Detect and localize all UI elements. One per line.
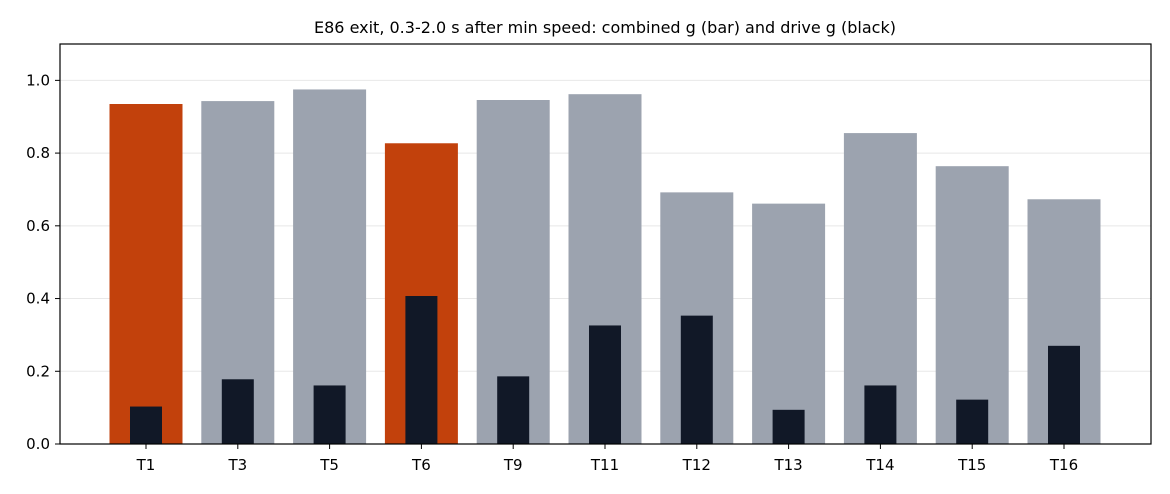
- combined-bar-t13: [752, 203, 826, 444]
- y-tick-label: 0.8: [26, 144, 50, 162]
- drive-bar-t11: [589, 325, 621, 444]
- drive-bar-t9: [497, 376, 530, 444]
- combined-bar-t1: [109, 104, 183, 444]
- combined-bar-t5: [293, 89, 367, 445]
- drive-bar-t15: [956, 399, 989, 444]
- x-tick-label: T14: [865, 456, 894, 474]
- y-tick-label: 0.4: [26, 290, 50, 308]
- drive-g-bars: [130, 296, 1080, 444]
- drive-bar-t13: [772, 409, 805, 444]
- x-tick-label: T5: [319, 456, 339, 474]
- y-tick-label: 0.0: [26, 435, 50, 453]
- x-tick-label: T12: [682, 456, 711, 474]
- x-tick-label: T15: [957, 456, 986, 474]
- x-tick-label: T11: [590, 456, 619, 474]
- x-tick-label: T3: [227, 456, 247, 474]
- drive-bar-t5: [313, 385, 346, 444]
- drive-bar-t1: [130, 406, 162, 444]
- x-tick-label: T13: [773, 456, 802, 474]
- drive-bar-t6: [405, 296, 438, 444]
- x-tick-label: T1: [136, 456, 156, 474]
- y-tick-label: 1.0: [26, 71, 50, 89]
- chart-title: E86 exit, 0.3-2.0 s after min speed: com…: [314, 18, 896, 37]
- drive-bar-t3: [221, 379, 254, 444]
- x-tick-label: T16: [1049, 456, 1078, 474]
- x-tick-label: T9: [503, 456, 523, 474]
- x-axis: T1 T3 T5 T6 T9 T11 T12 T13 T14 T15 T16: [136, 444, 1078, 474]
- drive-bar-t14: [864, 385, 897, 444]
- y-axis: 0.0 0.2 0.4 0.6 0.8 1.0: [26, 71, 60, 453]
- x-tick-label: T6: [411, 456, 431, 474]
- y-tick-label: 0.2: [26, 362, 50, 380]
- combined-bar-t15: [935, 166, 1009, 444]
- drive-bar-t12: [680, 315, 713, 444]
- y-tick-label: 0.6: [26, 217, 50, 235]
- drive-bar-t16: [1048, 345, 1080, 444]
